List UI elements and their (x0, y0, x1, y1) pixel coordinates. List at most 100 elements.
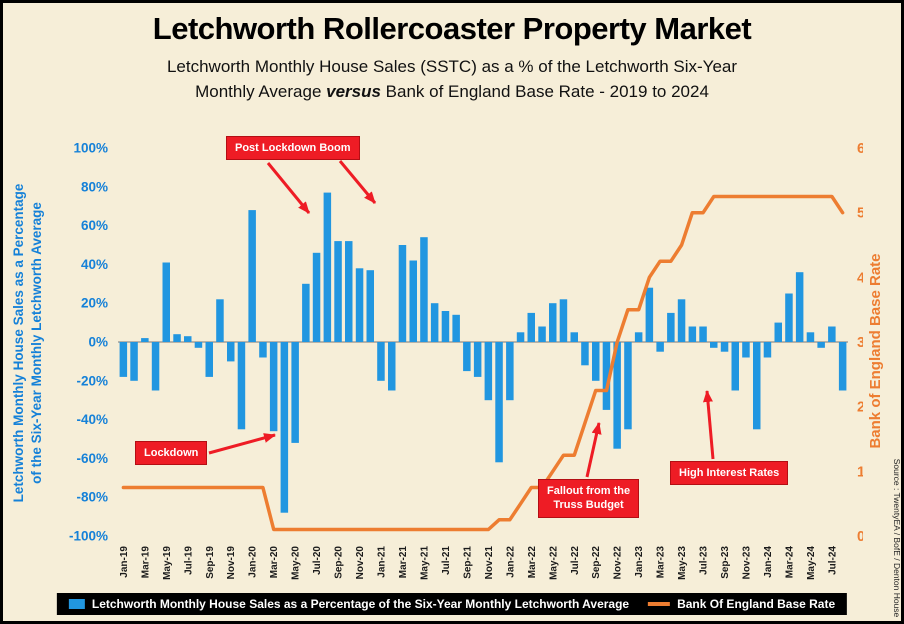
bar-Sep-23 (720, 342, 729, 352)
annotation-truss-budget: Fallout from the Truss Budget (538, 479, 640, 518)
annotation-post-lockdown-boom: Post Lockdown Boom (226, 136, 360, 161)
bar-Sep-19 (205, 342, 213, 377)
x-label-Nov-23: Nov-23 (742, 546, 753, 580)
annotation-lockdown: Lockdown (135, 441, 208, 466)
x-label-Jan-24: Jan-24 (763, 546, 774, 578)
bar-Jun-21 (430, 303, 439, 342)
x-label-Mar-21: Mar-21 (398, 546, 409, 579)
x-label-Jul-19: Jul-19 (183, 546, 194, 575)
left-tick--60%: -60% (76, 451, 108, 466)
bar-Feb-24 (774, 322, 782, 342)
bar-May-20 (291, 342, 299, 443)
bar-Mar-22 (527, 312, 535, 342)
bar-Jul-23 (699, 326, 707, 342)
subtitle-versus: versus (326, 81, 381, 101)
x-label-Sep-21: Sep-21 (462, 546, 473, 579)
x-label-Mar-23: Mar-23 (656, 546, 667, 579)
bar-Nov-21 (484, 342, 493, 401)
bar-Jun-23 (688, 326, 697, 342)
left-tick--80%: -80% (76, 490, 108, 505)
bar-Jun-22 (559, 299, 568, 342)
bar-Jun-24 (817, 342, 825, 348)
sales-vs-base-rate-chart: 100% 80% 60% 40% 20% 0% -20% -40% -60% -80% -100% 6… (69, 141, 863, 580)
left-tick-0%: 0% (88, 335, 108, 350)
right-tick-0: 0 (857, 529, 863, 545)
x-label-Mar-20: Mar-20 (269, 546, 280, 579)
source-text: Source : TwentyEA / BofE / Denton House (892, 458, 902, 618)
bar-Sep-22 (592, 342, 600, 381)
bar-Mar-20 (269, 342, 278, 432)
bar-May-21 (420, 237, 428, 342)
bar-Apr-23 (667, 312, 675, 342)
left-axis-title-line2: of the Six-Year Monthly Letchworth Avera… (28, 202, 44, 484)
chart-subtitle: Letchworth Monthly House Sales (SSTC) as… (3, 55, 901, 104)
bar-Jul-22 (570, 332, 578, 342)
left-tick-80%: 80% (81, 179, 108, 194)
x-label-Jan-20: Jan-20 (248, 546, 259, 578)
bar-Dec-23 (753, 342, 761, 430)
annotation-truss-line2: Truss Budget (553, 499, 624, 512)
bar-Oct-22 (602, 342, 611, 410)
x-label-May-19: May-19 (162, 546, 173, 580)
bar-Dec-20 (366, 270, 374, 342)
bar-Oct-19 (216, 299, 224, 342)
bar-Apr-20 (280, 342, 289, 513)
x-label-Jan-23: Jan-23 (634, 546, 645, 578)
legend-swatch-base-rate-icon (648, 602, 671, 606)
bar-May-24 (806, 332, 815, 342)
bar-Jan-23 (634, 332, 643, 342)
legend-label-sales: Letchworth Monthly House Sales as a Perc… (91, 597, 630, 611)
right-tick-5: 5 (857, 206, 863, 222)
bar-Nov-20 (355, 268, 364, 342)
x-label-Jul-23: Jul-23 (699, 546, 710, 575)
legend-label-base-rate: Bank Of England Base Rate (677, 597, 836, 611)
x-label-Jan-19: Jan-19 (119, 546, 130, 578)
bar-Jan-19 (119, 342, 128, 377)
left-tick-60%: 60% (81, 218, 108, 233)
x-label-Jul-22: Jul-22 (570, 546, 581, 575)
bar-Mar-23 (656, 342, 664, 352)
right-tick-3: 3 (857, 335, 863, 351)
bar-Nov-23 (742, 342, 750, 358)
bar-Feb-19 (130, 342, 138, 381)
bar-Jul-19 (184, 336, 192, 342)
bar-Feb-23 (645, 287, 654, 342)
right-tick-2: 2 (857, 400, 863, 416)
bar-Oct-20 (345, 241, 353, 342)
bar-Feb-21 (388, 342, 396, 391)
legend: Letchworth Monthly House Sales as a Perc… (56, 593, 848, 615)
bar-Aug-23 (710, 342, 718, 348)
bar-Oct-21 (473, 342, 482, 377)
bar-Jun-20 (302, 283, 310, 342)
right-axis-ticks: 6 5 4 3 2 1 0 (857, 141, 863, 545)
x-label-Jul-21: Jul-21 (441, 546, 452, 575)
x-label-Sep-22: Sep-22 (591, 546, 602, 579)
bar-Nov-22 (613, 342, 621, 449)
annotation-high-interest-rates: High Interest Rates (670, 461, 789, 486)
bar-Nov-19 (227, 342, 235, 362)
bar-Jan-21 (377, 342, 385, 381)
annotation-truss-line1: Fallout from the (547, 485, 631, 497)
page-title: Letchworth Rollercoaster Property Market (152, 11, 752, 46)
bar-Aug-24 (838, 342, 847, 391)
left-tick-20%: 20% (81, 296, 108, 311)
left-axis-title: Letchworth Monthly House Sales as a Perc… (10, 133, 44, 553)
bar-Mar-21 (398, 245, 407, 342)
bar-Jun-19 (173, 334, 181, 342)
bar-Dec-19 (237, 342, 246, 430)
bars-series (119, 192, 847, 513)
left-tick-40%: 40% (81, 257, 108, 272)
bar-Feb-20 (259, 342, 267, 358)
x-label-May-20: May-20 (291, 546, 302, 580)
bar-Oct-23 (731, 342, 739, 391)
bar-Apr-21 (409, 260, 417, 342)
subtitle-line2: Monthly Average versus Bank of England B… (3, 80, 901, 105)
bar-Apr-19 (151, 342, 160, 391)
bar-Feb-22 (516, 332, 525, 342)
bar-May-22 (549, 303, 557, 342)
bar-Jul-24 (828, 326, 836, 342)
subtitle-line1: Letchworth Monthly House Sales (SSTC) as… (166, 57, 738, 76)
right-tick-1: 1 (857, 464, 863, 480)
x-label-May-21: May-21 (420, 546, 431, 580)
